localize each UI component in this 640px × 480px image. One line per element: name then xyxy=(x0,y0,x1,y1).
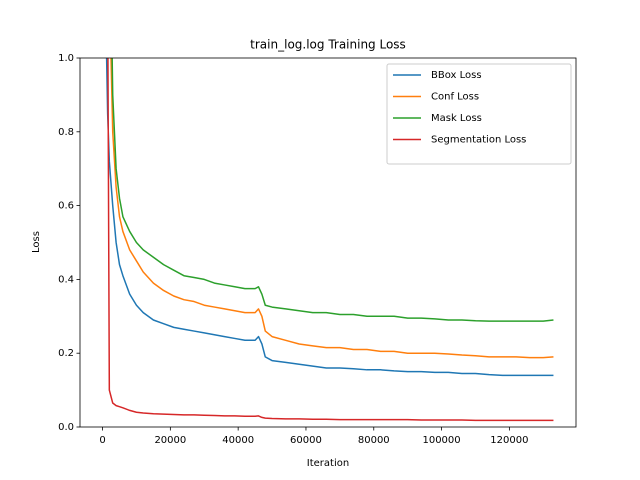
legend-label: Segmentation Loss xyxy=(431,135,526,146)
x-tick-label: 60000 xyxy=(290,435,322,446)
y-tick-label: 0.6 xyxy=(58,201,74,212)
y-tick-label: 0.4 xyxy=(58,274,74,285)
legend-label: BBox Loss xyxy=(431,70,482,81)
legend-box xyxy=(386,63,572,165)
y-axis-label: Loss xyxy=(31,231,42,253)
x-tick-label: 20000 xyxy=(154,435,186,446)
x-tick-label: 80000 xyxy=(358,435,390,446)
y-tick-label: 0.0 xyxy=(58,422,74,433)
series-line xyxy=(107,58,554,422)
x-tick-label: 40000 xyxy=(222,435,254,446)
plot-frame xyxy=(79,57,577,428)
chart-title: train_log.log Training Loss xyxy=(250,38,406,52)
x-tick-label: 120000 xyxy=(490,435,528,446)
plot-lines xyxy=(105,58,554,422)
x-tick-label: 100000 xyxy=(422,435,460,446)
legend-label: Mask Loss xyxy=(431,113,482,124)
y-tick-label: 1.0 xyxy=(58,53,74,64)
series-line xyxy=(111,58,554,322)
y-tick-label: 0.2 xyxy=(58,348,74,359)
x-tick-label: 0 xyxy=(99,435,105,446)
series-line xyxy=(105,58,554,377)
series-line xyxy=(110,58,554,359)
x-axis-label: Iteration xyxy=(307,458,349,469)
legend-label: Conf Loss xyxy=(431,92,479,103)
y-tick-label: 0.8 xyxy=(58,127,74,138)
